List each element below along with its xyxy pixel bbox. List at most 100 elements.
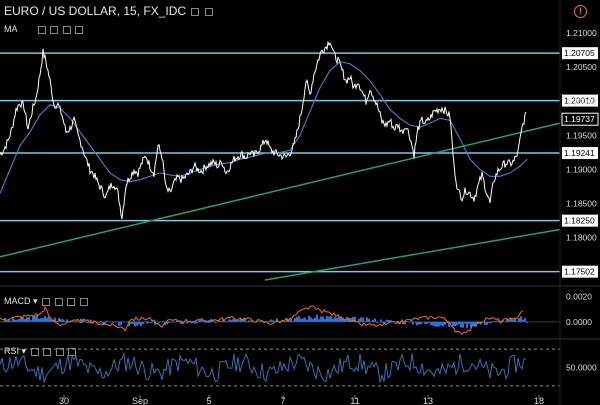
settings-icon[interactable]	[43, 347, 52, 356]
price-tick-label: 1.19000	[566, 164, 597, 174]
macd-histogram-bar	[490, 321, 492, 324]
macd-histogram-bar	[396, 321, 398, 322]
macd-histogram-bar	[318, 319, 320, 322]
time-tick-label: 5	[206, 396, 211, 405]
macd-histogram-bar	[268, 320, 270, 322]
macd-histogram-bar	[474, 321, 476, 327]
macd-histogram-bar	[408, 321, 410, 323]
add-icon[interactable]	[67, 297, 76, 306]
last-price-bg	[561, 112, 599, 126]
time-tick-label: Sep	[132, 396, 148, 405]
close-icon[interactable]	[79, 297, 88, 306]
macd-histogram-bar	[458, 321, 460, 325]
macd-histogram-bar	[448, 321, 450, 327]
price-tick-label: 1.21000	[566, 28, 597, 38]
macd-histogram-bar	[428, 321, 430, 323]
macd-histogram-bar	[450, 321, 452, 324]
last-price-label: 1.19737	[564, 114, 595, 124]
close-icon[interactable]	[68, 347, 77, 356]
settings-icon[interactable]	[54, 297, 63, 306]
macd-histogram-bar	[452, 321, 454, 327]
eye-icon[interactable]	[30, 347, 39, 356]
chevron-down-icon[interactable]: ▾	[21, 346, 27, 356]
macd-histogram-bar	[330, 315, 332, 322]
warning-icon[interactable]: !	[574, 5, 587, 18]
macd-histogram-bar	[496, 320, 498, 322]
macd-histogram-bar	[156, 321, 158, 323]
macd-histogram-bar	[146, 321, 148, 324]
macd-histogram-bar	[310, 317, 312, 322]
macd-histogram-bar	[190, 321, 192, 324]
add-icon[interactable]	[55, 347, 64, 356]
eye-icon[interactable]	[42, 297, 51, 306]
macd-histogram-bar	[328, 316, 330, 322]
macd-histogram-bar	[296, 316, 298, 322]
macd-histogram-bar	[44, 316, 46, 322]
macd-histogram-bar	[492, 321, 494, 322]
macd-histogram-bar	[306, 319, 308, 322]
level-label-bg	[562, 214, 598, 227]
price-tick-label: 1.18000	[566, 233, 597, 243]
close-icon[interactable]	[75, 25, 84, 34]
macd-histogram-bar	[238, 320, 240, 322]
rsi-tick-label: 50.0000	[566, 363, 597, 373]
macd-histogram-bar	[100, 321, 102, 322]
time-tick-label: 18	[534, 396, 544, 405]
macd-histogram-bar	[488, 321, 490, 324]
macd-histogram-bar	[234, 319, 236, 322]
time-tick-label: 11	[350, 396, 359, 405]
macd-histogram-bar	[484, 321, 486, 326]
macd-histogram-bar	[38, 318, 40, 322]
trend-line[interactable]	[264, 228, 561, 281]
macd-histogram-bar	[48, 316, 50, 322]
macd-histogram-bar	[28, 316, 30, 322]
macd-histogram-bar	[440, 321, 442, 326]
macd-histogram-bar	[118, 321, 120, 326]
macd-histogram-bar	[132, 321, 134, 324]
macd-histogram-bar	[276, 318, 278, 322]
macd-histogram-bar	[360, 317, 362, 322]
macd-histogram-bar	[88, 321, 90, 324]
macd-histogram-bar	[282, 320, 284, 322]
macd-histogram-bar	[172, 321, 174, 323]
macd-histogram-bar	[512, 319, 514, 322]
macd-histogram-bar	[204, 321, 206, 323]
chevron-down-icon[interactable]: ▾	[33, 296, 38, 306]
macd-histogram-bar	[248, 320, 250, 322]
macd-histogram-bar	[8, 319, 10, 322]
macd-histogram-bar	[444, 321, 446, 325]
macd-histogram-bar	[506, 318, 508, 322]
add-icon[interactable]	[62, 25, 71, 34]
settings-icon[interactable]	[204, 7, 213, 16]
macd-histogram-bar	[90, 319, 92, 322]
macd-histogram-bar	[324, 318, 326, 322]
eye-icon[interactable]	[37, 25, 46, 34]
eye-icon[interactable]	[191, 7, 200, 16]
macd-histogram-bar	[334, 317, 336, 322]
macd-histogram-bar	[186, 321, 188, 324]
macd-histogram-bar	[140, 321, 142, 327]
macd-histogram-bar	[236, 319, 238, 322]
macd-histogram-bar	[242, 319, 244, 322]
rsi-label: RSI	[4, 346, 20, 356]
macd-histogram-bar	[374, 318, 376, 322]
macd-tick-label: 0.0020	[566, 292, 592, 302]
level-label-bg	[562, 47, 598, 60]
macd-histogram-bar	[520, 316, 522, 322]
macd-histogram-bar	[322, 316, 324, 322]
macd-histogram-bar	[174, 321, 176, 323]
trend-line[interactable]	[0, 122, 561, 258]
macd-histogram-bar	[78, 321, 80, 323]
macd-histogram-bar	[446, 321, 448, 323]
macd-histogram-bar	[500, 321, 502, 324]
macd-histogram-bar	[64, 320, 66, 322]
macd-histogram-bar	[416, 321, 418, 326]
macd-histogram-bar	[154, 321, 156, 325]
level-label: 1.17502	[564, 267, 595, 277]
macd-histogram-bar	[504, 321, 506, 323]
macd-histogram-bar	[162, 320, 164, 322]
macd-histogram-bar	[378, 321, 380, 323]
macd-pane	[0, 305, 560, 336]
settings-icon[interactable]	[50, 25, 59, 34]
